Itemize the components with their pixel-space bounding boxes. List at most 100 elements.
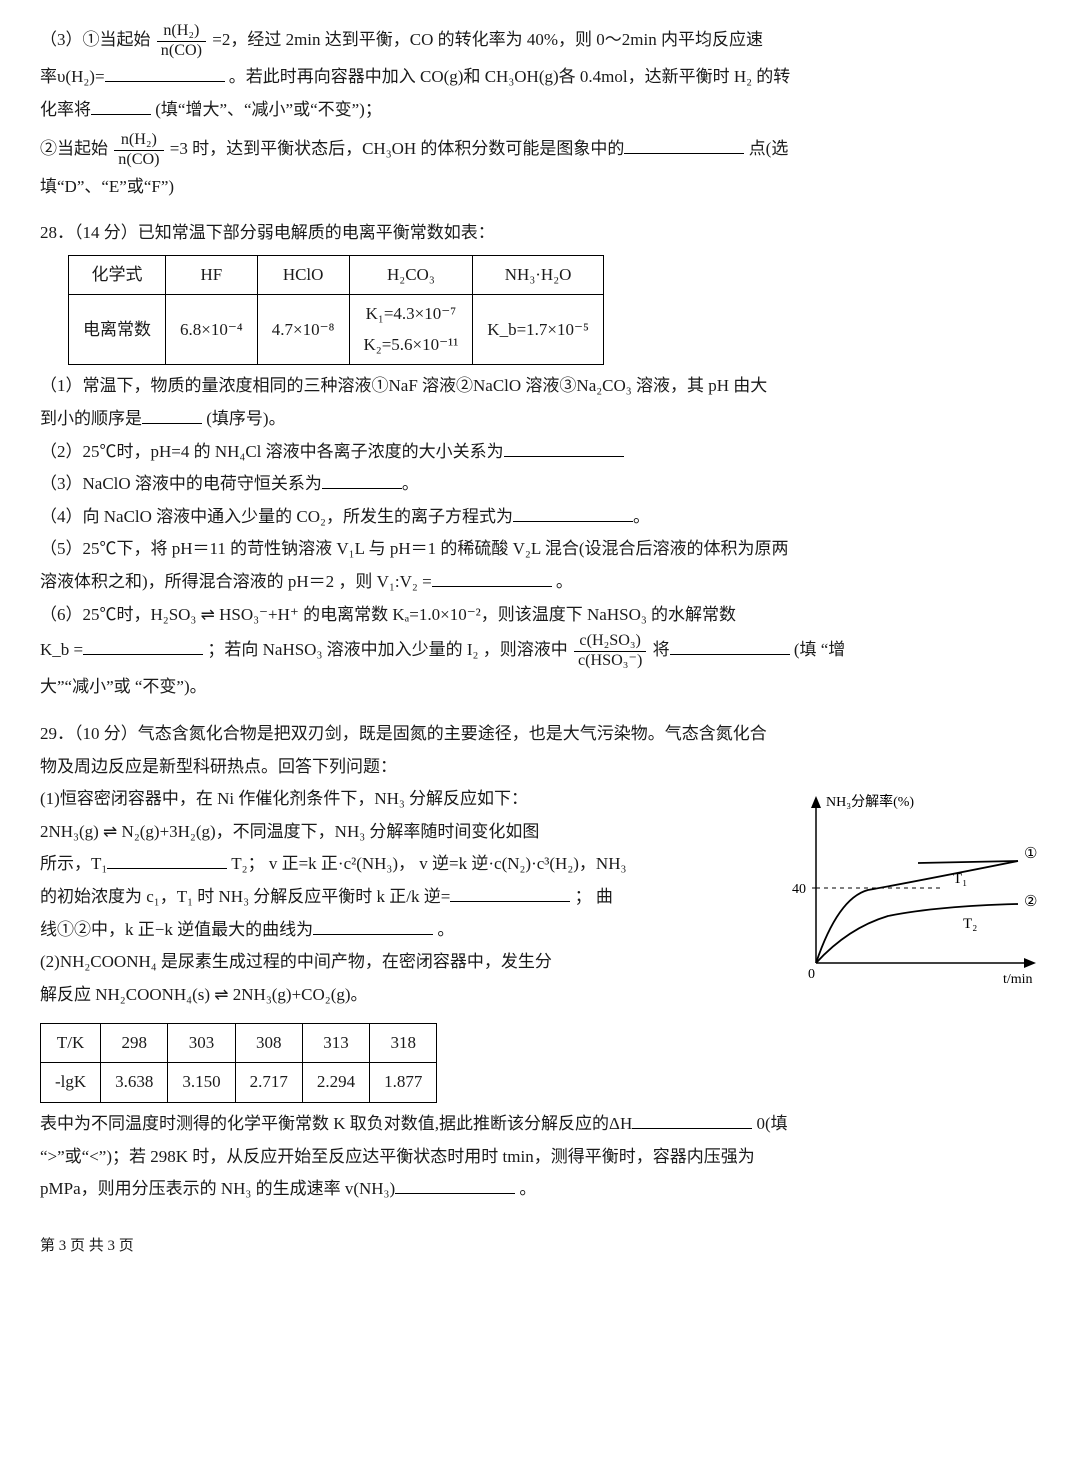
t1-label: T₁ — [953, 871, 967, 887]
q28-table: 化学式 HF HClO H₂CO₃ NH₃·H₂O 电离常数 6.8×10⁻⁴ … — [68, 255, 604, 366]
table-cell: H₂CO₃ — [349, 255, 473, 295]
table-cell: NH₃·H₂O — [473, 255, 604, 295]
denominator: c(HSO₃⁻) — [574, 652, 646, 671]
text: T₂； v 正=k 正·c²(NH₃)， v 逆=k 逆·c(N₂)·c³(H₂… — [231, 854, 626, 873]
numerator: c(H₂SO₃) — [574, 632, 646, 652]
table-cell: 1.877 — [370, 1063, 437, 1103]
blank-input[interactable] — [83, 637, 203, 655]
q28-title: 28．（14 分）已知常温下部分弱电解质的电离平衡常数如表： — [40, 218, 1048, 249]
blank-input[interactable] — [105, 64, 225, 82]
q27-p3-line2: 率υ(H₂)= 。若此时再向容器中加入 CO(g)和 CH₃OH(g)各 0.4… — [40, 62, 1048, 93]
text: (填“增大”、“减小”或“不变”)； — [155, 100, 382, 119]
blank-input[interactable] — [450, 884, 570, 902]
table-cell: 2.294 — [302, 1063, 369, 1103]
text: （3）①当起始 — [40, 30, 151, 49]
text: K_b = — [40, 640, 83, 659]
q27-p3-line4: ②当起始 n(H₂) n(CO) =3 时，达到平衡状态后，CH₃OH 的体积分… — [40, 131, 1048, 169]
curve2-label: ② — [1024, 894, 1037, 910]
curve1-label: ① — [1024, 846, 1037, 862]
q27-p3-line1: （3）①当起始 n(H₂) n(CO) =2，经过 2min 达到平衡，CO 的… — [40, 22, 1048, 60]
text: 的初始浓度为 c₁，T₁ 时 NH₃ 分解反应平衡时 k 正/k 逆= — [40, 887, 450, 906]
text: ； 曲 — [575, 887, 613, 906]
blank-input[interactable] — [632, 1111, 752, 1129]
page-total: 3 — [108, 1238, 116, 1254]
text: =3 时，达到平衡状态后，CH₃OH 的体积分数可能是图象中的 — [170, 139, 625, 158]
text: 率υ(H₂)= — [40, 67, 105, 86]
table-cell: 3.150 — [168, 1063, 235, 1103]
table-cell: K_b=1.7×10⁻⁵ — [473, 295, 604, 365]
blank-input[interactable] — [107, 851, 227, 869]
q28-p3: （3）NaClO 溶液中的电荷守恒关系为。 — [40, 469, 1048, 500]
blank-input[interactable] — [322, 471, 402, 489]
q28-p6b: K_b = ；若向 NaHSO₃ 溶液中加入少量的 I₂ ，则溶液中 c(H₂S… — [40, 632, 1048, 670]
q28-p6a: （6）25℃时，H₂SO₃ ⇌ HSO₃⁻+H⁺ 的电离常数 Kₐ=1.0×10… — [40, 600, 1048, 631]
text: 到小的顺序是 — [40, 409, 142, 428]
text: 溶液体积之和)，所得混合溶液的 pH＝2 ，则 V₁:V₂ = — [40, 572, 432, 591]
table-row: T/K 298 303 308 313 318 — [41, 1023, 437, 1063]
text: pMPa，则用分压表示的 NH₃ 的生成速率 v(NH₃) — [40, 1179, 395, 1198]
ylabel: NH₃分解率(%) — [826, 793, 914, 810]
text: 页 — [115, 1238, 134, 1254]
table-cell: HClO — [257, 255, 349, 295]
text: 表中为不同温度时测得的化学平衡常数 K 取负对数值,据此推断该分解反应的ΔH — [40, 1114, 632, 1133]
q28: 28．（14 分）已知常温下部分弱电解质的电离平衡常数如表： 化学式 HF HC… — [40, 218, 1048, 703]
fraction-nh2-nco-2: n(H₂) n(CO) — [114, 131, 163, 169]
table-cell: 4.7×10⁻⁸ — [257, 295, 349, 365]
text: 。 — [437, 920, 454, 939]
table-cell: 化学式 — [69, 255, 166, 295]
text: 将 — [653, 640, 670, 659]
q28-p6c: 大”“减小”或 “不变”)。 — [40, 672, 1048, 703]
text: 点(选 — [749, 139, 789, 158]
text: 化率将 — [40, 100, 91, 119]
blank-input[interactable] — [91, 97, 151, 115]
q27-p3-line5: 填“D”、“E”或“F”) — [40, 172, 1048, 203]
table-cell: 318 — [370, 1023, 437, 1063]
denominator: n(CO) — [157, 42, 206, 61]
table-cell: -lgK — [41, 1063, 101, 1103]
blank-input[interactable] — [142, 406, 202, 424]
q29-title-1: 29．（10 分）气态含氮化合物是把双刃剑，既是固氮的主要途径，也是大气污染物。… — [40, 719, 1048, 750]
denominator: n(CO) — [114, 151, 163, 170]
q29-p3a: 表中为不同温度时测得的化学平衡常数 K 取负对数值,据此推断该分解反应的ΔH 0… — [40, 1109, 1048, 1140]
q28-p2: （2）25℃时，pH=4 的 NH₄Cl 溶液中各离子浓度的大小关系为 — [40, 437, 1048, 468]
table-cell: T/K — [41, 1023, 101, 1063]
q28-p1a: （1）常温下，物质的量浓度相同的三种溶液①NaF 溶液②NaClO 溶液③Na₂… — [40, 371, 1048, 402]
blank-input[interactable] — [513, 504, 633, 522]
q28-p4: （4）向 NaClO 溶液中通入少量的 CO₂，所发生的离子方程式为。 — [40, 502, 1048, 533]
text: （3）NaClO 溶液中的电荷守恒关系为 — [40, 474, 322, 493]
graph-svg: 40 ① ② T₁ T₂ NH₃分解率(%) t/min 0 — [778, 788, 1048, 998]
blank-input[interactable] — [670, 637, 790, 655]
table-cell: HF — [166, 255, 258, 295]
blank-input[interactable] — [395, 1176, 515, 1194]
q27-part3: （3）①当起始 n(H₂) n(CO) =2，经过 2min 达到平衡，CO 的… — [40, 22, 1048, 202]
blank-input[interactable] — [313, 917, 433, 935]
text: 第 — [40, 1238, 59, 1254]
text: （4）向 NaClO 溶液中通入少量的 CO₂，所发生的离子方程式为 — [40, 507, 513, 526]
blank-input[interactable] — [624, 136, 744, 154]
q29-title-2: 物及周边反应是新型科研热点。回答下列问题： — [40, 752, 1048, 783]
table-cell: 313 — [302, 1023, 369, 1063]
table-cell: 298 — [101, 1023, 168, 1063]
numerator: n(H₂) — [157, 22, 206, 42]
table-cell: 303 — [168, 1023, 235, 1063]
blank-input[interactable] — [432, 569, 552, 587]
q27-p3-line3: 化率将 (填“增大”、“减小”或“不变”)； — [40, 95, 1048, 126]
text: 填“D”、“E”或“F”) — [40, 177, 174, 196]
q28-p5a: （5）25℃下，将 pH＝11 的苛性钠溶液 V₁L 与 pH＝1 的稀硫酸 V… — [40, 534, 1048, 565]
table-cell: 308 — [235, 1023, 302, 1063]
text: ；若向 NaHSO₃ 溶液中加入少量的 I₂ ，则溶液中 — [207, 640, 567, 659]
text: =2，经过 2min 达到平衡，CO 的转化率为 40%，则 0～2min 内平… — [212, 30, 763, 49]
q28-p5b: 溶液体积之和)，所得混合溶液的 pH＝2 ，则 V₁:V₂ = 。 — [40, 567, 1048, 598]
text: ②当起始 — [40, 139, 108, 158]
q29-table: T/K 298 303 308 313 318 -lgK 3.638 3.150… — [40, 1023, 437, 1103]
q29: 29．（10 分）气态含氮化合物是把双刃剑，既是固氮的主要途径，也是大气污染物。… — [40, 719, 1048, 1205]
page-footer: 第 3 页 共 3 页 — [40, 1233, 1048, 1260]
text: 0(填 — [756, 1114, 787, 1133]
table-cell: K₁=4.3×10⁻⁷ K₂=5.6×10⁻¹¹ — [349, 295, 473, 365]
table-row: -lgK 3.638 3.150 2.717 2.294 1.877 — [41, 1063, 437, 1103]
blank-input[interactable] — [504, 439, 624, 457]
fraction-ch2so3-chso3: c(H₂SO₃) c(HSO₃⁻) — [574, 632, 646, 670]
text: （2）25℃时，pH=4 的 NH₄Cl 溶液中各离子浓度的大小关系为 — [40, 442, 504, 461]
table-cell: 6.8×10⁻⁴ — [166, 295, 258, 365]
text: 。 — [519, 1179, 536, 1198]
